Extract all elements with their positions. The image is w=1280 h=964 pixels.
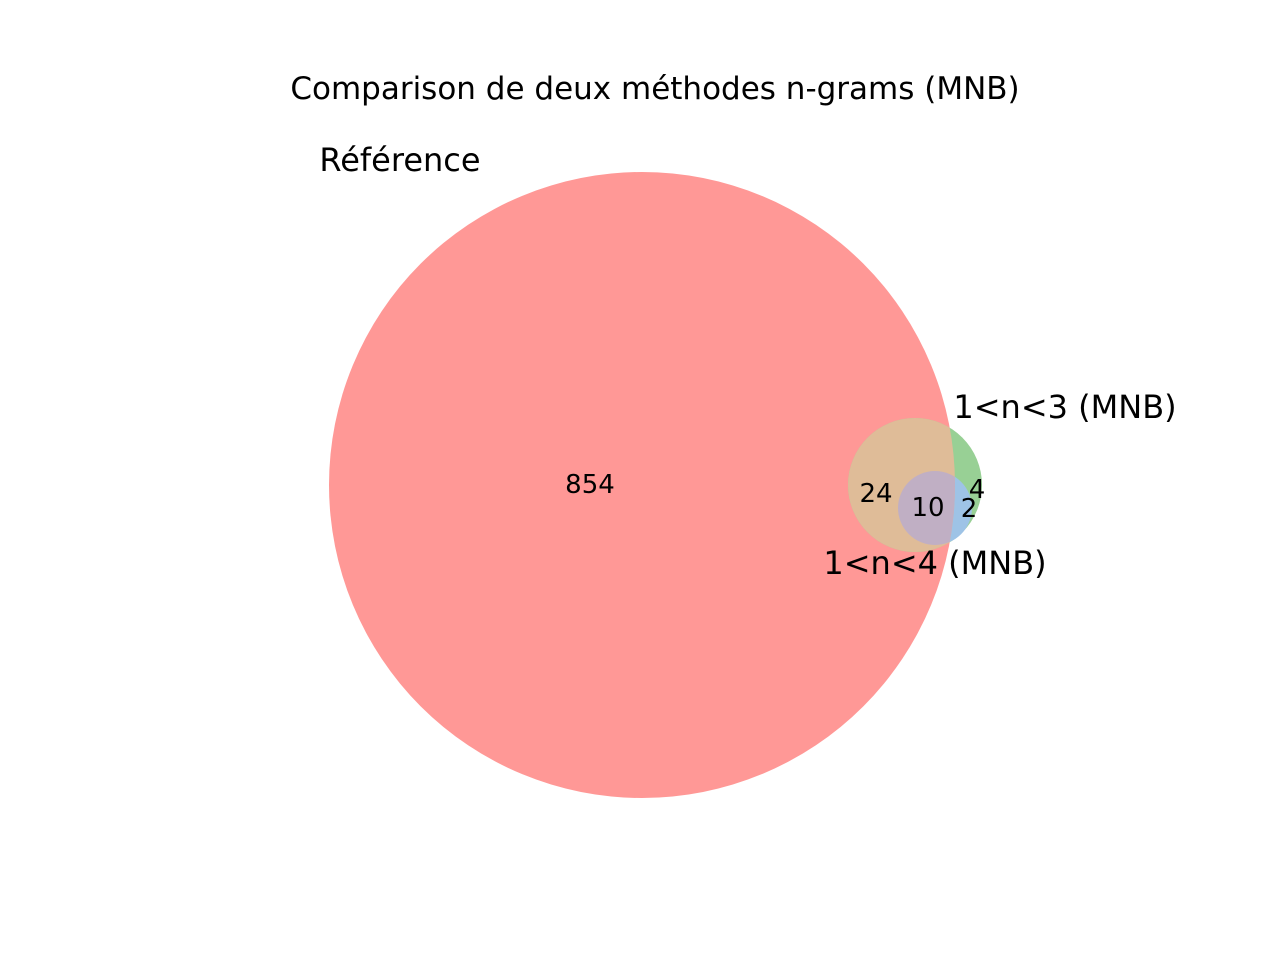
set-label-1n4: 1<n<4 (MNB): [823, 544, 1046, 582]
region-value-all-three: 10: [911, 493, 944, 523]
region-value-1n3-only: 4: [969, 475, 986, 505]
region-value-1n3-1n4: 2: [961, 494, 978, 524]
region-value-reference-only: 854: [565, 470, 615, 500]
region-value-reference-1n3: 24: [859, 479, 892, 509]
set-circle-reference: [329, 172, 955, 798]
set-label-reference: Référence: [319, 141, 480, 179]
set-label-1n3: 1<n<3 (MNB): [953, 388, 1176, 426]
chart-title: Comparison de deux méthodes n-grams (MNB…: [290, 71, 1019, 107]
